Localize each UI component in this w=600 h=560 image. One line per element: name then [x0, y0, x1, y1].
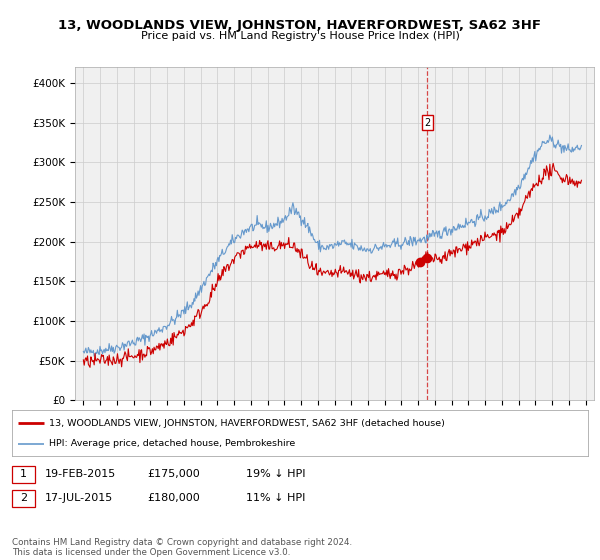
Text: Contains HM Land Registry data © Crown copyright and database right 2024.
This d: Contains HM Land Registry data © Crown c… — [12, 538, 352, 557]
Text: £175,000: £175,000 — [147, 469, 200, 479]
Text: 2: 2 — [20, 493, 27, 503]
Text: Price paid vs. HM Land Registry's House Price Index (HPI): Price paid vs. HM Land Registry's House … — [140, 31, 460, 41]
Text: 1: 1 — [20, 469, 27, 479]
Text: £180,000: £180,000 — [147, 493, 200, 503]
Text: 19% ↓ HPI: 19% ↓ HPI — [246, 469, 305, 479]
Text: HPI: Average price, detached house, Pembrokeshire: HPI: Average price, detached house, Pemb… — [49, 439, 296, 448]
Text: 17-JUL-2015: 17-JUL-2015 — [45, 493, 113, 503]
Text: 11% ↓ HPI: 11% ↓ HPI — [246, 493, 305, 503]
Text: 19-FEB-2015: 19-FEB-2015 — [45, 469, 116, 479]
Text: 2: 2 — [424, 118, 430, 128]
Text: 13, WOODLANDS VIEW, JOHNSTON, HAVERFORDWEST, SA62 3HF: 13, WOODLANDS VIEW, JOHNSTON, HAVERFORDW… — [59, 18, 542, 32]
Text: 13, WOODLANDS VIEW, JOHNSTON, HAVERFORDWEST, SA62 3HF (detached house): 13, WOODLANDS VIEW, JOHNSTON, HAVERFORDW… — [49, 419, 445, 428]
